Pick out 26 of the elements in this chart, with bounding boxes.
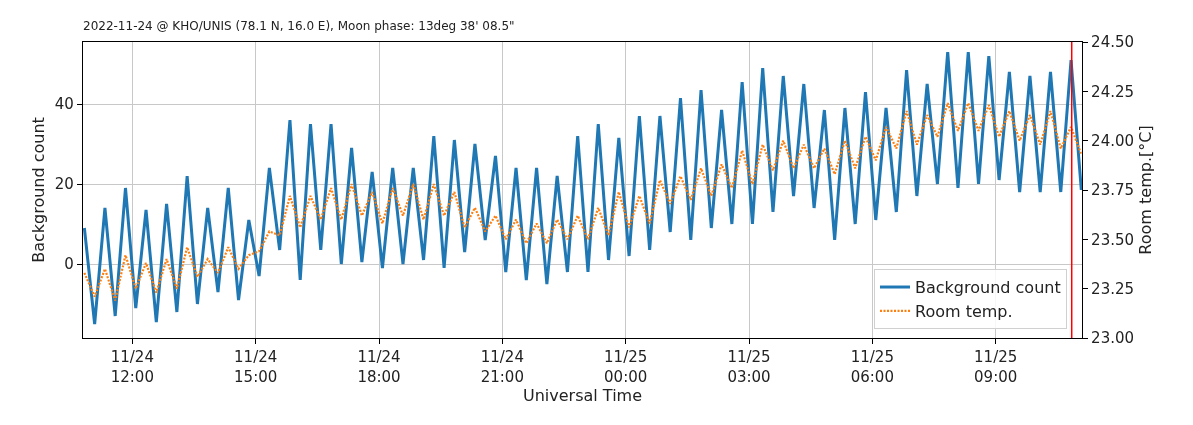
x-tick-label: 11/24 15:00 [234,348,278,386]
y2-tick-label: 24.25 [1091,82,1135,101]
y2-tick-label: 23.50 [1091,230,1135,249]
x-tick-label: 11/24 21:00 [480,348,524,386]
y2-tick-label: 24.00 [1091,131,1135,150]
y2-axis-title: Room temp.[°C] [1135,125,1155,255]
y-tick-label: 20 [54,175,74,194]
line-series [83,50,1082,326]
chart-title: 2022-11-24 @ KHO/UNIS (78.1 N, 16.0 E), Moon phase: 13deg 38' 08.5" [83,19,515,33]
x-tick-label: 11/24 12:00 [110,348,154,386]
x-tick-label: 11/25 06:00 [850,348,894,386]
line-series [83,102,1082,302]
x-tick-label: 11/25 03:00 [727,348,771,386]
y-axis-title: Background count [28,117,48,263]
y2-tick-label: 23.75 [1091,181,1135,200]
y2-tick-label: 23.00 [1091,329,1135,348]
y-tick-label: 40 [54,95,74,114]
x-tick-label: 11/25 00:00 [604,348,648,386]
legend-label: Background count [915,278,1061,298]
x-axis-title: Universal Time [522,385,643,405]
x-tick-label: 11/25 09:00 [974,348,1018,386]
y2-tick-label: 23.25 [1091,279,1135,298]
y-tick-label: 0 [64,255,74,274]
legend-label: Room temp. [915,302,1013,322]
x-tick-label: 11/24 18:00 [357,348,401,386]
y2-tick-label: 24.50 [1091,33,1135,52]
